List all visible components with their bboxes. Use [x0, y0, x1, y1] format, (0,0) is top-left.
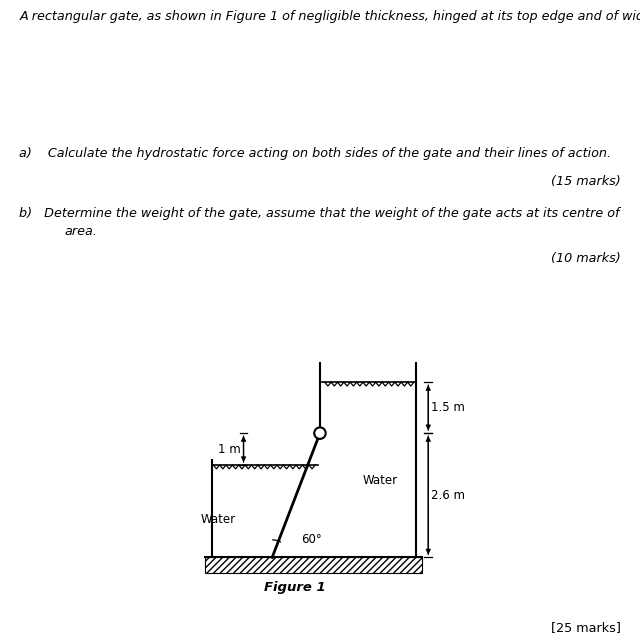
Text: b)   Determine the weight of the gate, assume that the weight of the gate acts a: b) Determine the weight of the gate, ass…: [19, 207, 620, 220]
Text: Water: Water: [363, 475, 398, 487]
Text: Water: Water: [200, 513, 236, 526]
Text: 1 m: 1 m: [218, 443, 241, 455]
Text: 1.5 m: 1.5 m: [431, 401, 465, 414]
Text: (10 marks): (10 marks): [551, 252, 621, 264]
Text: Figure 1: Figure 1: [264, 581, 325, 594]
Text: area.: area.: [64, 225, 97, 238]
Text: 2.6 m: 2.6 m: [431, 489, 465, 502]
Text: a)    Calculate the hydrostatic force acting on both sides of the gate and their: a) Calculate the hydrostatic force actin…: [19, 147, 611, 159]
Bar: [205, 557, 422, 573]
Text: A rectangular gate, as shown in Figure 1 of negligible thickness, hinged at its : A rectangular gate, as shown in Figure 1…: [19, 10, 640, 22]
Text: 60°: 60°: [301, 533, 322, 547]
Text: [25 marks]: [25 marks]: [551, 621, 621, 634]
Circle shape: [314, 427, 326, 439]
Text: (15 marks): (15 marks): [551, 175, 621, 188]
